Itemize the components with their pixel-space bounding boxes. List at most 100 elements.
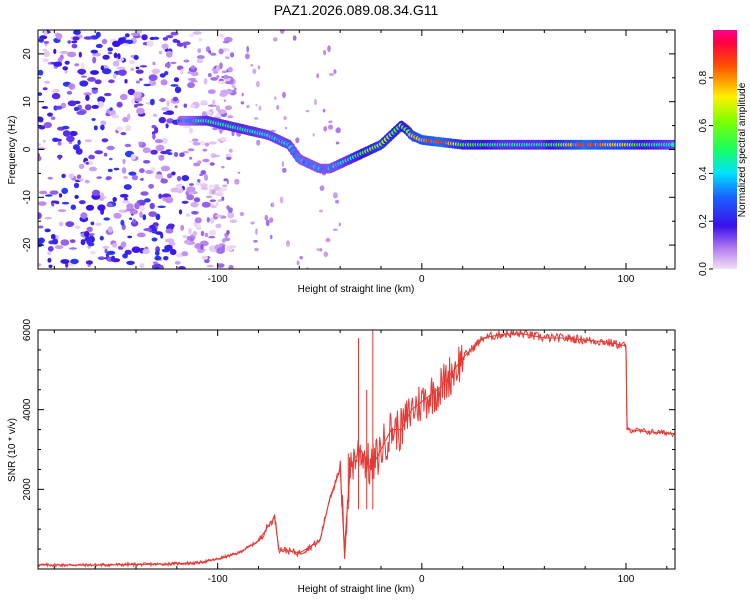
spectrogram-marks	[38, 30, 675, 269]
noise-blob	[116, 101, 123, 108]
noise-blob	[152, 133, 156, 140]
noise-blob	[131, 99, 135, 105]
noise-blob	[209, 162, 215, 166]
noise-blob	[216, 263, 225, 268]
noise-blob	[253, 240, 258, 243]
noise-blob	[66, 135, 75, 143]
noise-blob	[124, 143, 132, 148]
noise-blob	[123, 184, 132, 190]
noise-blob	[217, 109, 227, 115]
noise-blob	[67, 51, 77, 58]
noise-blob	[184, 239, 191, 245]
noise-blob	[87, 77, 96, 82]
colorbar-ticks: 0.0 0.2 0.4 0.6 0.8	[698, 70, 713, 276]
noise-blob	[155, 250, 160, 256]
noise-blob	[201, 201, 211, 208]
noise-blob	[78, 178, 84, 182]
noise-blob	[96, 176, 103, 180]
noise-blob	[135, 66, 140, 70]
snr-series-line	[38, 333, 675, 566]
noise-blob	[222, 48, 230, 52]
noise-blob	[296, 260, 300, 266]
noise-blob	[165, 123, 169, 129]
noise-blob	[73, 30, 81, 35]
noise-blob	[173, 77, 180, 83]
noise-blob	[210, 77, 218, 81]
x-tick-label: 0	[419, 574, 425, 585]
noise-blob	[120, 209, 126, 213]
noise-blob	[43, 30, 48, 36]
noise-blob	[182, 150, 189, 154]
noise-blob	[328, 124, 334, 130]
noise-blob	[159, 265, 164, 269]
noise-blob	[81, 75, 87, 78]
noise-blob	[154, 266, 160, 269]
noise-blob	[38, 155, 42, 162]
noise-blob	[127, 113, 131, 120]
snr-ylabel: SNR (10 * v/v)	[7, 418, 18, 482]
y-tick-label: 4000	[22, 398, 33, 421]
noise-blob	[265, 219, 270, 227]
noise-blob	[113, 52, 118, 59]
noise-blob	[211, 154, 220, 158]
noise-blob	[163, 256, 169, 261]
noise-blob	[170, 84, 179, 87]
noise-blob	[61, 173, 66, 179]
noise-blob	[190, 80, 198, 83]
noise-blob	[189, 127, 193, 134]
noise-blob	[167, 223, 175, 229]
noise-blob	[192, 231, 198, 236]
snr-panel: -100 0 100 2000 4000 6000 Height of straight …	[7, 318, 676, 595]
noise-blob	[100, 120, 107, 126]
noise-blob	[197, 248, 205, 253]
noise-blob	[72, 36, 80, 41]
noise-blob	[183, 44, 187, 49]
noise-blob	[216, 65, 220, 72]
noise-blob	[186, 186, 196, 193]
noise-blob	[38, 190, 48, 195]
noise-blob	[148, 211, 158, 218]
noise-blob	[271, 202, 274, 207]
noise-blob	[208, 184, 216, 189]
noise-blob	[194, 217, 202, 224]
noise-blob	[226, 156, 232, 160]
colorbar-label: Normalized spectral amplitude	[737, 82, 748, 217]
noise-blob	[208, 141, 217, 145]
noise-blob	[181, 251, 189, 257]
noise-blob	[174, 105, 178, 109]
noise-blob	[256, 80, 260, 88]
noise-blob	[255, 104, 258, 107]
noise-blob	[150, 149, 158, 155]
noise-blob	[50, 116, 56, 120]
noise-blob	[45, 194, 53, 197]
noise-blob	[152, 61, 156, 66]
noise-blob	[102, 68, 112, 75]
noise-blob	[61, 125, 70, 130]
noise-blob	[182, 41, 191, 46]
noise-blob	[139, 211, 143, 218]
noise-blob	[213, 70, 219, 74]
noise-blob	[69, 247, 77, 250]
noise-blob	[208, 236, 216, 239]
noise-blob	[282, 91, 286, 99]
noise-blob	[112, 73, 117, 79]
noise-blob	[338, 222, 341, 227]
noise-blob	[133, 91, 142, 99]
noise-blob	[292, 35, 297, 41]
noise-blob	[85, 260, 93, 265]
noise-blob	[66, 90, 73, 95]
noise-blob	[74, 63, 80, 67]
noise-blob	[92, 189, 101, 197]
noise-blob	[113, 167, 120, 171]
noise-blob	[120, 93, 128, 101]
noise-blob	[155, 231, 163, 235]
noise-blob	[162, 111, 170, 115]
noise-blob	[283, 116, 287, 120]
noise-blob	[208, 50, 212, 54]
noise-blob	[170, 61, 177, 65]
noise-blob	[196, 55, 205, 60]
noise-blob	[152, 261, 158, 265]
noise-blob	[312, 133, 315, 137]
noise-blob	[86, 226, 93, 233]
noise-blob	[328, 73, 335, 76]
